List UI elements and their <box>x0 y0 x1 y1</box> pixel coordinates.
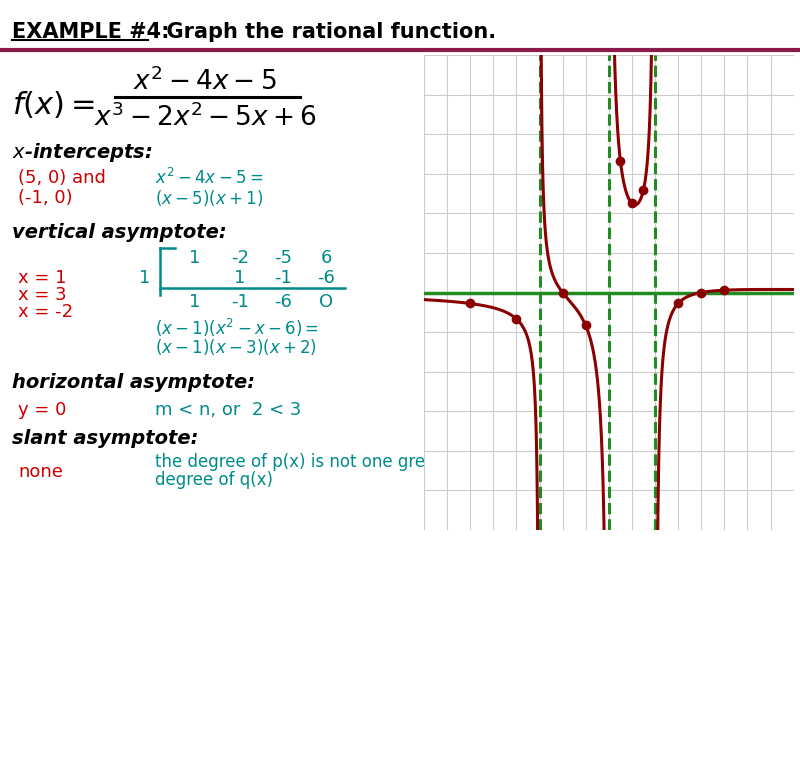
Text: horizontal asymptote:: horizontal asymptote: <box>12 373 255 393</box>
Text: Graph the rational function.: Graph the rational function. <box>152 22 496 42</box>
Text: -1: -1 <box>274 269 292 287</box>
Text: 1: 1 <box>139 269 150 287</box>
Text: -2: -2 <box>231 249 249 267</box>
Text: x = -2: x = -2 <box>18 303 73 321</box>
Text: slant asymptote:: slant asymptote: <box>12 428 198 448</box>
Text: m < n, or  2 < 3: m < n, or 2 < 3 <box>155 401 302 419</box>
Text: vertical asymptote:: vertical asymptote: <box>12 223 226 241</box>
Text: x = 1: x = 1 <box>18 269 66 287</box>
Text: (5, 0) and: (5, 0) and <box>18 169 106 187</box>
Text: $x$-intercepts:: $x$-intercepts: <box>12 141 153 164</box>
Text: 6: 6 <box>320 249 332 267</box>
Text: $(x - 1)(x^2 - x - 6) =$: $(x - 1)(x^2 - x - 6) =$ <box>155 317 319 339</box>
Text: (-1, 0): (-1, 0) <box>18 189 73 207</box>
Text: -6: -6 <box>274 293 292 311</box>
Text: none: none <box>18 463 63 481</box>
Text: 1: 1 <box>190 293 201 311</box>
Text: -6: -6 <box>317 269 335 287</box>
Text: x = 3: x = 3 <box>18 286 66 304</box>
Text: $(x - 1)(x - 3)(x + 2)$: $(x - 1)(x - 3)(x + 2)$ <box>155 337 317 357</box>
Text: degree of q(x): degree of q(x) <box>155 471 273 489</box>
Text: $(x - 5)(x + 1)$: $(x - 5)(x + 1)$ <box>155 188 263 208</box>
Text: 1: 1 <box>190 249 201 267</box>
Text: -1: -1 <box>231 293 249 311</box>
Text: the degree of p(x) is not one greater than the: the degree of p(x) is not one greater th… <box>155 453 534 471</box>
Text: -5: -5 <box>274 249 292 267</box>
Text: $f(x) =$: $f(x) =$ <box>12 90 95 121</box>
Text: $x^3 - 2x^2 - 5x + 6$: $x^3 - 2x^2 - 5x + 6$ <box>94 104 316 132</box>
Text: y = 0: y = 0 <box>18 401 66 419</box>
Text: EXAMPLE #4:: EXAMPLE #4: <box>12 22 170 42</box>
Text: $x^2 - 4x - 5 =$: $x^2 - 4x - 5 =$ <box>155 168 263 188</box>
Text: 1: 1 <box>234 269 246 287</box>
Text: O: O <box>319 293 333 311</box>
Text: $x^2 - 4x - 5$: $x^2 - 4x - 5$ <box>133 68 277 97</box>
